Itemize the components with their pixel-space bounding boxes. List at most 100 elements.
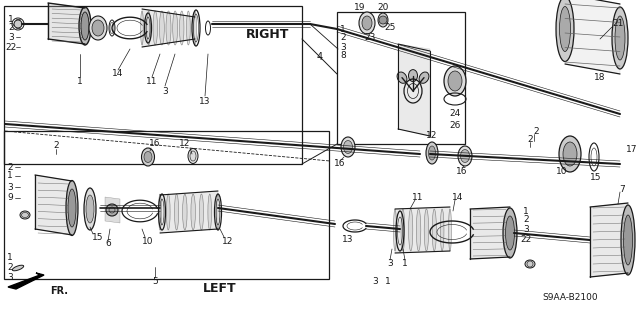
Ellipse shape <box>188 149 198 164</box>
Text: 1: 1 <box>8 14 14 24</box>
Text: 3: 3 <box>372 277 378 286</box>
Ellipse shape <box>141 11 143 45</box>
Ellipse shape <box>144 152 152 162</box>
Text: 23: 23 <box>364 33 376 41</box>
Polygon shape <box>142 9 195 47</box>
Polygon shape <box>590 203 628 277</box>
Text: 8: 8 <box>340 51 346 61</box>
Ellipse shape <box>193 11 196 45</box>
Ellipse shape <box>89 16 107 40</box>
Ellipse shape <box>208 194 212 230</box>
Text: 14: 14 <box>112 70 124 78</box>
Ellipse shape <box>175 194 179 230</box>
Ellipse shape <box>426 142 438 164</box>
Ellipse shape <box>448 71 462 91</box>
Ellipse shape <box>199 194 204 230</box>
Text: 1: 1 <box>340 25 346 33</box>
Text: 2: 2 <box>340 33 346 42</box>
Text: 7: 7 <box>619 184 625 194</box>
Ellipse shape <box>525 260 535 268</box>
Ellipse shape <box>623 215 632 265</box>
Ellipse shape <box>556 0 574 62</box>
Ellipse shape <box>563 142 577 166</box>
Ellipse shape <box>461 150 470 162</box>
Ellipse shape <box>424 209 429 251</box>
Text: 3: 3 <box>387 259 393 269</box>
Ellipse shape <box>92 20 104 36</box>
Text: 16: 16 <box>334 160 346 168</box>
Polygon shape <box>395 207 450 253</box>
Circle shape <box>14 20 22 28</box>
Polygon shape <box>8 273 44 289</box>
Ellipse shape <box>159 194 161 230</box>
Ellipse shape <box>419 72 429 83</box>
Ellipse shape <box>153 11 157 45</box>
Ellipse shape <box>66 181 78 235</box>
Text: 1: 1 <box>402 259 408 269</box>
Text: 1: 1 <box>385 277 391 286</box>
Text: 1: 1 <box>77 77 83 85</box>
Text: 2: 2 <box>7 263 13 271</box>
Ellipse shape <box>506 216 515 250</box>
Text: 19: 19 <box>355 4 365 12</box>
Ellipse shape <box>344 140 353 153</box>
Text: 1: 1 <box>523 206 529 216</box>
Ellipse shape <box>141 148 154 166</box>
Ellipse shape <box>216 194 220 230</box>
Text: 2: 2 <box>523 216 529 225</box>
Ellipse shape <box>621 205 635 275</box>
Ellipse shape <box>432 209 436 251</box>
Polygon shape <box>565 0 620 74</box>
Text: 2: 2 <box>7 162 13 172</box>
Text: S9AA-B2100: S9AA-B2100 <box>542 293 598 301</box>
Text: 18: 18 <box>595 72 605 81</box>
Ellipse shape <box>166 194 170 230</box>
Text: LEFT: LEFT <box>203 283 237 295</box>
Ellipse shape <box>408 209 413 251</box>
Text: RIGHT: RIGHT <box>246 27 290 41</box>
Circle shape <box>106 204 118 216</box>
Text: 21: 21 <box>612 19 624 28</box>
Circle shape <box>379 16 387 24</box>
Text: 1: 1 <box>7 253 13 262</box>
Ellipse shape <box>559 6 570 51</box>
Ellipse shape <box>417 209 421 251</box>
Ellipse shape <box>612 7 628 69</box>
Ellipse shape <box>503 208 517 258</box>
Text: 2: 2 <box>527 135 533 144</box>
Ellipse shape <box>394 209 397 251</box>
Text: 22: 22 <box>520 234 532 243</box>
Text: 12: 12 <box>426 131 438 140</box>
Text: 2: 2 <box>8 24 14 33</box>
Text: 3: 3 <box>8 33 14 41</box>
Ellipse shape <box>180 11 184 45</box>
Text: 4: 4 <box>317 52 323 62</box>
Text: 3: 3 <box>7 272 13 281</box>
Ellipse shape <box>378 13 388 27</box>
Ellipse shape <box>182 194 187 230</box>
Text: 16: 16 <box>149 139 161 149</box>
Text: 1: 1 <box>7 172 13 181</box>
Polygon shape <box>160 191 218 233</box>
Text: 15: 15 <box>92 233 104 241</box>
Text: FR.: FR. <box>50 286 68 296</box>
Ellipse shape <box>147 11 150 45</box>
Text: 11: 11 <box>147 77 157 85</box>
Ellipse shape <box>440 209 444 251</box>
Polygon shape <box>470 207 510 259</box>
Ellipse shape <box>341 137 355 157</box>
Text: 16: 16 <box>456 167 468 175</box>
Polygon shape <box>35 175 72 235</box>
Ellipse shape <box>362 16 372 30</box>
Ellipse shape <box>79 7 91 45</box>
Ellipse shape <box>458 146 472 166</box>
Bar <box>4 6 302 164</box>
Ellipse shape <box>559 136 581 172</box>
Text: 3: 3 <box>523 225 529 234</box>
Ellipse shape <box>408 70 417 82</box>
Ellipse shape <box>166 11 171 45</box>
Ellipse shape <box>359 12 375 34</box>
Ellipse shape <box>186 11 190 45</box>
Text: 3: 3 <box>340 42 346 51</box>
Text: 25: 25 <box>384 23 396 32</box>
